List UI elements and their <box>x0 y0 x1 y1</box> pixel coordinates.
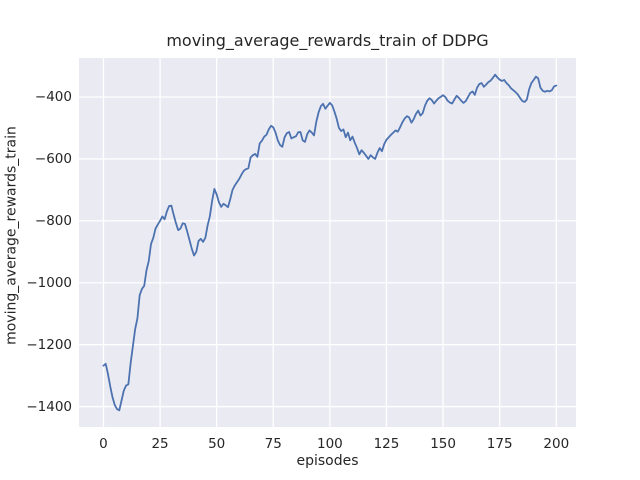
series-line <box>102 73 558 412</box>
x-tick-label: 100 <box>316 436 343 452</box>
x-tick-label: 175 <box>486 436 513 452</box>
x-tick-label: 50 <box>208 436 226 452</box>
line-chart-svg <box>79 58 576 427</box>
y-tick-label: −400 <box>34 89 72 105</box>
y-tick-label: −600 <box>34 150 72 167</box>
y-tick-label: −800 <box>34 212 72 229</box>
y-axis-label: moving_average_rewards_train <box>3 126 20 345</box>
x-tick-label: 75 <box>264 436 282 452</box>
x-tick-label: 125 <box>373 436 400 452</box>
x-tick-label: 25 <box>151 436 169 452</box>
plot-area <box>79 58 576 427</box>
y-tick-label: −1400 <box>26 398 72 415</box>
y-tick-label: −1200 <box>26 336 72 353</box>
chart-title: moving_average_rewards_train of DDPG <box>166 31 489 50</box>
x-axis-label: episodes <box>296 453 359 469</box>
y-tick-label: −1000 <box>26 274 72 291</box>
x-tick-label: 150 <box>430 436 456 452</box>
x-tick-label: 0 <box>99 436 108 452</box>
x-tick-label: 200 <box>543 436 570 452</box>
